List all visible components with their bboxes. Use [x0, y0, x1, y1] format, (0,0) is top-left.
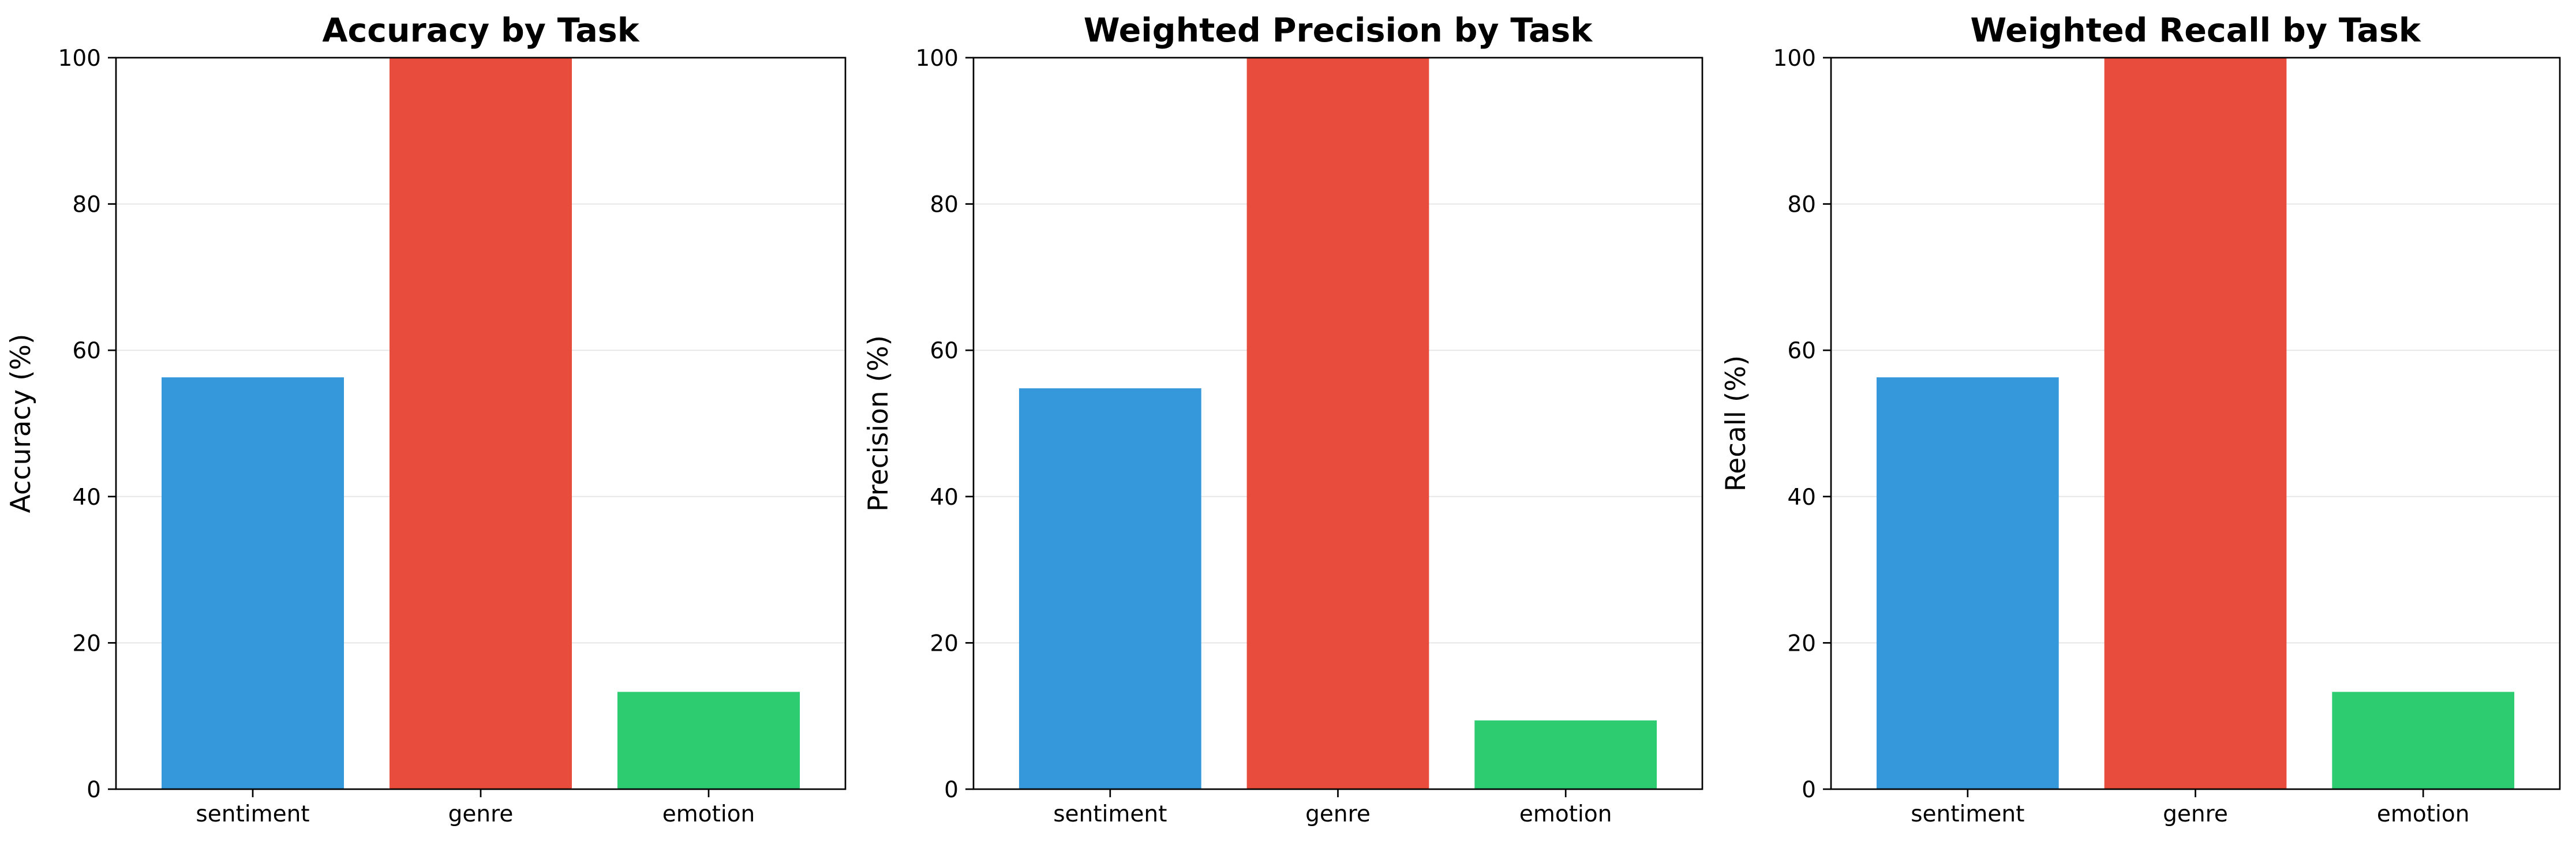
y-tick-label: 40 [72, 485, 101, 511]
y-tick-label: 20 [72, 631, 101, 656]
chart-panel-2: 0 20 40 60 80 100 sentiment genre emotion Weighte… [863, 12, 1703, 827]
x-tick-label: genre [2163, 801, 2228, 827]
y-tick-label: 60 [1787, 338, 1816, 364]
x-tick-label: emotion [662, 801, 755, 827]
y-axis-label: Recall (%) [1720, 355, 1752, 492]
y-tick-label: 80 [72, 192, 101, 218]
bar-sentiment [1876, 377, 2059, 789]
y-tick-label: 60 [930, 338, 958, 364]
chart-title: Weighted Recall by Task [1970, 12, 2421, 50]
y-tick-label: 80 [930, 192, 958, 218]
bar-emotion [2332, 692, 2515, 789]
x-tick-label: sentiment [1911, 801, 2024, 827]
x-tick-label: sentiment [1053, 801, 1167, 827]
y-tick-label: 100 [1773, 46, 1816, 72]
chart-panel-1: 0 20 40 60 80 100 sentiment genre emotion Accurac… [5, 12, 847, 827]
y-tick-label: 40 [1787, 485, 1816, 511]
y-tick-label: 20 [1787, 631, 1816, 656]
y-tick-label: 80 [1787, 192, 1816, 218]
x-tick-label: genre [1305, 801, 1371, 827]
bar-genre [1246, 58, 1429, 789]
y-tick-label: 100 [916, 46, 958, 72]
y-tick-label: 20 [930, 631, 958, 656]
x-tick-label: genre [448, 801, 514, 827]
y-axis-label: Accuracy (%) [5, 334, 37, 513]
y-tick-label: 0 [87, 777, 101, 803]
bar-emotion [617, 692, 800, 789]
chart-title: Weighted Precision by Task [1084, 12, 1593, 50]
bar-emotion [1474, 720, 1657, 789]
y-tick-label: 40 [930, 485, 958, 511]
bar-sentiment [162, 377, 344, 789]
chart-panel-3: 0 20 40 60 80 100 sentiment genre emotion Weighte… [1720, 12, 2561, 827]
y-axis-label: Precision (%) [863, 335, 894, 512]
bar-sentiment [1019, 388, 1201, 789]
x-tick-label: sentiment [196, 801, 309, 827]
chart-title: Accuracy by Task [322, 12, 639, 50]
y-tick-label: 0 [944, 777, 958, 803]
y-tick-label: 100 [58, 46, 101, 72]
bar-genre [2104, 58, 2287, 789]
x-tick-label: emotion [2377, 801, 2470, 827]
y-tick-label: 0 [1802, 777, 1816, 803]
x-tick-label: emotion [1519, 801, 1612, 827]
y-tick-label: 60 [72, 338, 101, 364]
bar-genre [390, 58, 572, 789]
